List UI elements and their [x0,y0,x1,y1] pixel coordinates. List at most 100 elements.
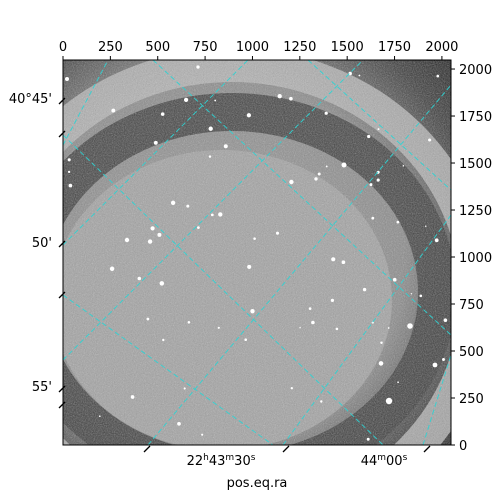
ra-tick-label: 22h43m30s [187,453,256,469]
star [162,338,165,342]
star [130,395,135,399]
ra-label-part: 30 [234,454,251,469]
top-x-tick-label: 250 [98,40,123,55]
left-dec-tick [58,240,66,248]
bright-star [124,237,130,243]
star [434,238,439,243]
ra-label-part: 43 [209,454,226,469]
dec-tick-label: 50' [32,236,52,251]
star [247,264,252,269]
ra-label-part: m [377,453,386,463]
star [362,287,367,292]
plot-area [63,60,451,445]
right-y-tick-label: 1500 [459,157,492,172]
star [170,200,176,205]
star [153,140,158,145]
star [436,74,440,78]
star [378,361,384,366]
star [275,231,280,235]
star [218,212,223,217]
right-y-tick-label: 750 [459,298,484,313]
left-dec-tick [58,130,66,138]
grid-line [147,84,451,445]
star [223,144,228,149]
bottom-ra-tick [423,445,431,453]
ra-label-part: 22 [187,454,204,469]
dec-tick-label: 40°45' [9,92,52,107]
ra-tick-label: 44m00s [361,453,408,469]
grid-line [63,60,109,146]
star [425,225,427,228]
grid-line [63,60,364,361]
grid-line [63,60,249,246]
star [397,381,399,384]
star [208,155,212,158]
bottom-ra-tick [282,445,290,453]
ra-label-part: s [251,453,256,463]
star [331,257,336,262]
top-x-tick-label: 500 [145,40,170,55]
star [146,317,150,321]
star [428,138,432,142]
star [137,276,142,281]
star [377,128,380,131]
star [98,415,101,418]
left-dec-tick [58,97,66,105]
dec-tick-label: 55' [32,380,52,395]
star [442,358,445,361]
star [177,421,181,426]
world-axes: 22h43m30s 44m00s 40°45' 50' 55' [9,92,431,469]
bottom-ra-tick [143,445,151,453]
star [317,172,321,176]
star [150,226,155,231]
star [290,387,293,390]
top-x-tick-label: 1000 [236,40,269,55]
bright-star [65,77,69,81]
grid-line [63,294,274,445]
star [147,239,153,244]
coordinate-grid [63,60,451,445]
star [308,307,312,310]
top-x-tick-label: 1750 [378,40,411,55]
star [289,96,293,101]
bright-star [432,362,438,368]
star [183,387,186,390]
grid-line [63,134,384,445]
right-y-tick-label: 500 [459,345,484,360]
star [277,94,282,99]
bright-star [385,397,393,405]
grid-line [152,60,451,336]
star [335,327,339,331]
star [314,177,318,181]
star [387,327,390,329]
right-y-tick-label: 0 [459,439,467,454]
ra-label-part: 00 [386,454,403,469]
top-x-tick-label: 0 [59,40,67,55]
star [320,400,323,403]
star [109,266,115,272]
star [208,126,213,131]
star [197,226,200,229]
star [299,326,301,329]
star [367,134,371,139]
star [214,99,217,102]
star [67,170,71,174]
star [371,216,375,220]
bright-star [341,162,347,168]
x-axis-label: pos.eq.ra [227,476,288,491]
star [410,293,413,295]
top-x-tick-label: 1250 [283,40,316,55]
star [311,320,315,325]
star [392,277,397,282]
top-x-tick-label: 750 [193,40,218,55]
star [380,341,383,345]
star [376,178,380,182]
star [289,179,294,185]
star [217,326,220,329]
star [325,165,328,168]
star [366,437,370,441]
ra-label-part: s [403,453,408,463]
top-x-tick-label: 1500 [331,40,364,55]
ra-label-part: m [225,453,234,463]
